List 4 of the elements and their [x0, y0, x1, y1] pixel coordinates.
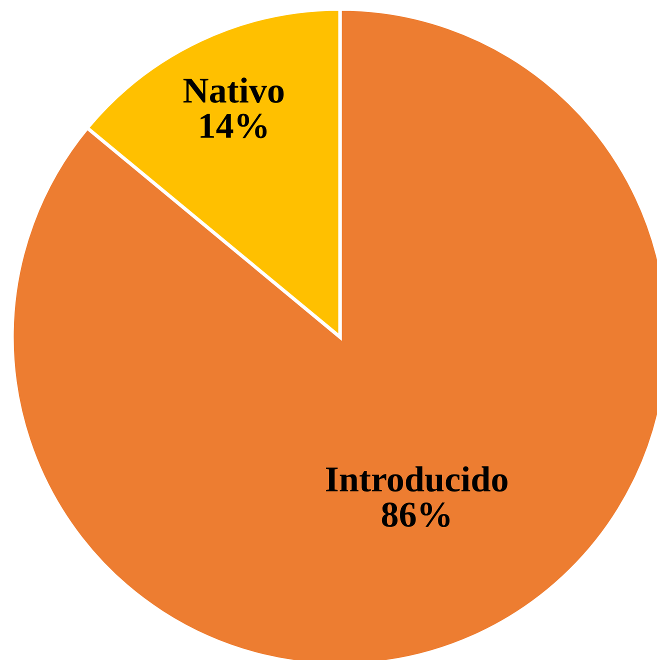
data-label: 86%: [382, 502, 450, 528]
slice-label: Introducido: [326, 466, 508, 492]
slice-label: Nativo: [183, 77, 284, 103]
data-label: 14%: [200, 114, 267, 138]
